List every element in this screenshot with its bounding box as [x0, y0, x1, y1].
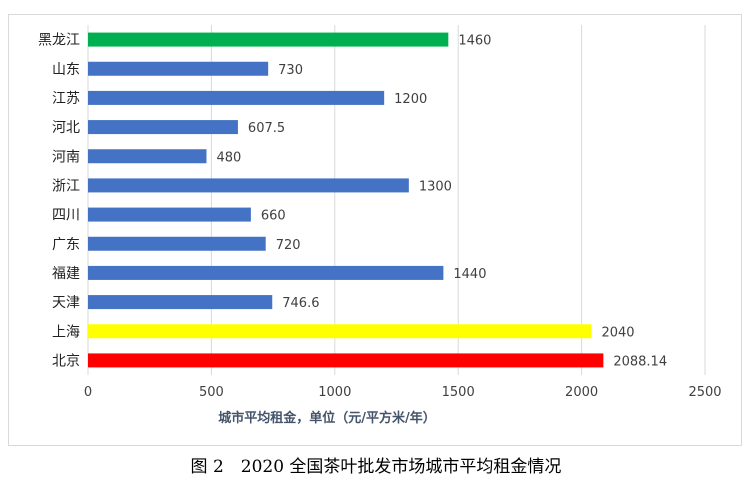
value-label: 660	[261, 209, 286, 224]
category-label: 浙江	[52, 178, 80, 194]
bar-4	[88, 149, 207, 164]
value-label: 607.5	[248, 121, 285, 136]
x-axis-title: 城市平均租金，单位（元/平方米/年）	[218, 410, 436, 426]
value-label: 2088.14	[613, 354, 667, 369]
value-label: 1440	[453, 267, 486, 282]
x-tick-label: 0	[84, 385, 92, 400]
category-label: 江苏	[52, 91, 80, 107]
category-label: 福建	[52, 266, 80, 282]
category-label: 四川	[52, 208, 80, 224]
bar-1	[88, 61, 269, 76]
bar-5	[88, 178, 409, 193]
category-label: 天津	[52, 295, 80, 311]
bars	[88, 32, 604, 368]
value-label: 480	[216, 150, 241, 165]
category-label: 河北	[52, 120, 80, 136]
bar-8	[88, 265, 444, 280]
figure-caption: 图 2 2020 全国茶叶批发市场城市平均租金情况	[190, 457, 562, 477]
value-label: 1300	[419, 179, 452, 194]
x-tick-labels: 0 500 1000 1500 2000 2500	[84, 385, 722, 400]
category-label: 黑龙江	[38, 33, 80, 49]
bar-3	[88, 120, 238, 135]
category-label: 上海	[52, 324, 80, 340]
value-label: 1200	[394, 92, 427, 107]
x-tick-label: 2500	[688, 385, 721, 400]
bar-6	[88, 207, 251, 222]
bar-0	[88, 32, 449, 47]
category-label: 山东	[52, 62, 80, 78]
category-label: 河南	[52, 149, 80, 165]
x-tick-label: 1000	[318, 385, 351, 400]
value-label: 720	[276, 238, 301, 253]
bar-11	[88, 353, 604, 368]
category-label: 广东	[52, 237, 80, 253]
bar-2	[88, 90, 385, 105]
bar-7	[88, 236, 266, 251]
x-tick-label: 2000	[565, 385, 598, 400]
grid-lines	[87, 25, 706, 375]
value-labels: 1460 730 1200 607.5 480 1300 660 720 1440 746.6 20…	[216, 34, 667, 370]
bar-9	[88, 295, 273, 310]
bar-10	[88, 324, 592, 339]
value-label: 746.6	[282, 296, 319, 311]
chart-frame: 黑龙江山东江苏河北河南浙江四川广东福建天津上海北京 1460 730 1200 607…	[8, 14, 742, 446]
value-label: 1460	[458, 34, 491, 49]
x-tick-label: 500	[199, 385, 224, 400]
category-label: 北京	[52, 353, 80, 369]
x-tick-label: 1500	[442, 385, 475, 400]
value-label: 2040	[601, 325, 634, 340]
value-label: 730	[278, 63, 303, 78]
